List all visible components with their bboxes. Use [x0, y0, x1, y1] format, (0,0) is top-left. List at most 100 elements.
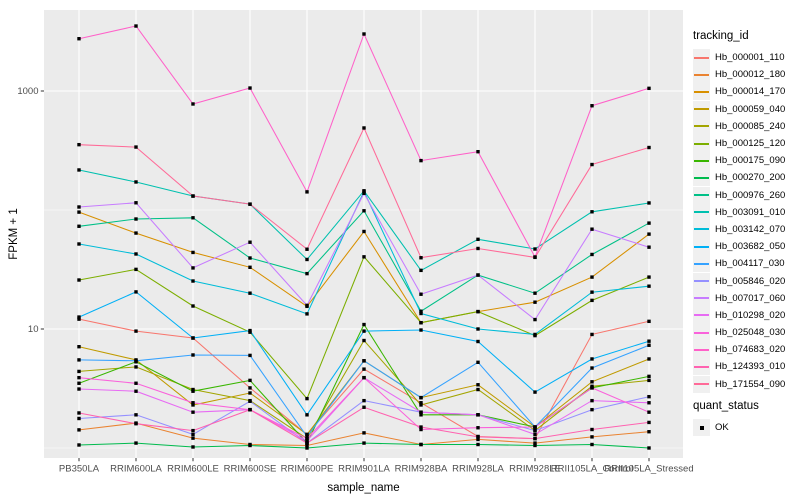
data-point [191, 102, 195, 106]
data-point [476, 149, 480, 154]
data-point [305, 432, 309, 437]
legend-item-label: Hb_000012_180 [715, 69, 786, 81]
data-point [647, 430, 651, 434]
data-point [476, 246, 480, 251]
data-point [362, 229, 366, 234]
data-point [419, 320, 423, 325]
data-point [248, 202, 252, 206]
data-point [248, 386, 252, 390]
data-point [134, 413, 138, 417]
data-point [77, 315, 81, 319]
data-point [476, 309, 480, 314]
data-point [590, 227, 594, 231]
x-tick-label: RRIM928LE [509, 464, 561, 475]
data-point [77, 411, 81, 415]
data-point [419, 158, 423, 163]
data-point [647, 446, 651, 450]
data-point [77, 416, 81, 421]
legend-item-label: Hb_000014_170 [715, 86, 786, 98]
data-point [590, 435, 594, 439]
x-tick-label: RRIM600LE [167, 464, 219, 475]
data-point [248, 443, 252, 448]
legend-item-Hb_000059_040: Hb_000059_040 [693, 100, 786, 118]
data-point [134, 145, 138, 149]
legend-item-label: Hb_003091_010 [715, 206, 786, 218]
data-point [362, 255, 366, 259]
data-point [419, 311, 423, 316]
x-tick-label: RRIM928BA [395, 464, 448, 475]
data-point [191, 353, 195, 357]
line-key-icon [693, 375, 710, 393]
data-point [134, 290, 138, 294]
data-point [419, 427, 423, 432]
data-point [647, 86, 651, 91]
line-key-icon [693, 49, 710, 67]
data-point [476, 237, 480, 242]
data-point [134, 329, 138, 333]
data-point [305, 271, 309, 276]
data-point [647, 245, 651, 249]
legend-item-label: Hb_000059_040 [715, 103, 786, 115]
data-point [590, 386, 594, 390]
data-point [362, 32, 366, 36]
legend-item-Hb_000014_170: Hb_000014_170 [693, 83, 786, 101]
data-point [134, 381, 138, 385]
legend-item-label: Hb_004117_030 [715, 258, 785, 270]
legend-item-label: Hb_000085_240 [715, 120, 786, 132]
data-point [191, 410, 195, 414]
legend-item-Hb_000001_110: Hb_000001_110 [693, 49, 785, 67]
legend-item-label: Hb_007017_060 [715, 292, 786, 304]
data-point [248, 407, 252, 412]
data-point [191, 266, 195, 270]
legend-item-Hb_005846_020: Hb_005846_020 [693, 272, 785, 290]
x-tick-label: RRIM600LA [110, 464, 162, 475]
data-point [533, 255, 537, 260]
legend-item-Hb_010298_020: Hb_010298_020 [693, 306, 785, 324]
legend-item-label: OK [715, 422, 729, 434]
legend-items: Hb_000001_110 Hb_000012_180 Hb_000014_170 H… [693, 49, 785, 393]
data-point [191, 250, 195, 255]
data-point [647, 343, 651, 347]
data-point [191, 428, 195, 433]
line-key-icon [693, 341, 710, 359]
data-point [248, 391, 252, 395]
data-point [419, 442, 423, 447]
data-point [134, 267, 138, 272]
data-point [77, 205, 81, 209]
data-point [191, 336, 195, 340]
data-point [590, 442, 594, 447]
legend-item-label: Hb_000001_110 [715, 52, 785, 64]
x-tick-label: RRIM928LA [452, 464, 504, 475]
data-point [647, 232, 651, 236]
data-point [419, 425, 423, 429]
data-point [419, 268, 423, 273]
data-point [590, 275, 594, 279]
data-point [191, 436, 195, 440]
data-point [362, 375, 366, 380]
data-point [647, 275, 651, 279]
line-key-icon [693, 152, 710, 170]
line-key-icon [693, 289, 710, 307]
line-key-icon [693, 358, 710, 376]
data-point [134, 180, 138, 184]
x-tick-label: RRII105LA_Control [551, 464, 633, 475]
data-point [77, 369, 81, 374]
data-point [191, 401, 195, 405]
data-point [191, 389, 195, 393]
legend-item-Hb_074683_020: Hb_074683_020 [693, 341, 785, 359]
data-point [191, 279, 195, 283]
data-point [77, 242, 81, 246]
legend-item-label: Hb_003142_070 [715, 223, 786, 235]
legend-item-Hb_124393_010: Hb_124393_010 [693, 358, 785, 376]
legend-item-Hb_000085_240: Hb_000085_240 [693, 117, 786, 135]
data-point [305, 446, 309, 450]
data-point [362, 322, 366, 327]
data-point [533, 443, 537, 448]
data-point [77, 317, 81, 321]
legend-item-Hb_171554_090: Hb_171554_090 [693, 375, 785, 393]
data-point [590, 210, 594, 214]
legend-item-Hb_000125_120: Hb_000125_120 [693, 135, 785, 153]
line-key-icon [693, 66, 710, 84]
data-point [305, 312, 309, 316]
